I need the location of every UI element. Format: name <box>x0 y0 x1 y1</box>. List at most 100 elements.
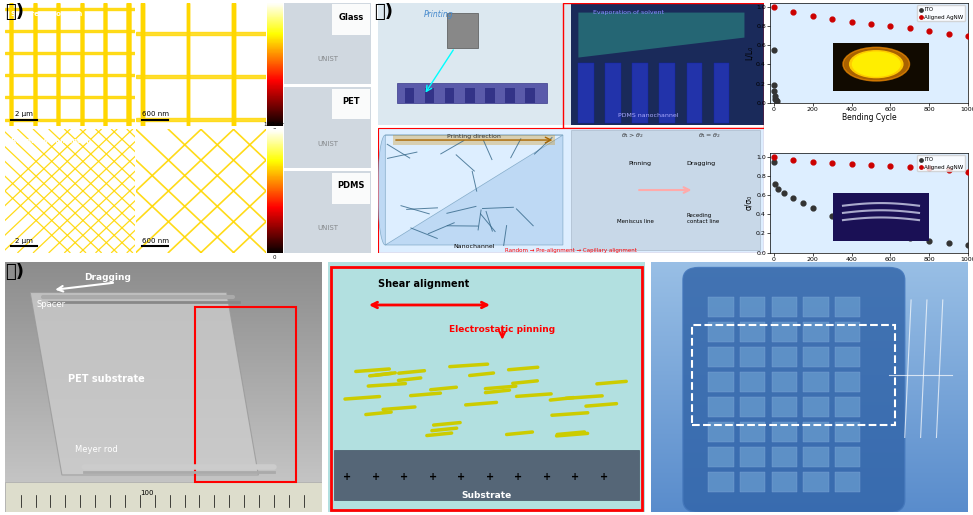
ITO <box>941 239 956 247</box>
Aligned AgNW <box>863 20 879 28</box>
Aligned AgNW <box>863 161 879 169</box>
Bar <box>5 483 322 512</box>
Bar <box>772 298 797 317</box>
Bar <box>571 130 760 250</box>
Bar <box>136 32 266 35</box>
Bar <box>804 448 829 468</box>
Text: $\theta_1 > \theta_2$: $\theta_1 > \theta_2$ <box>621 131 643 141</box>
Bar <box>693 325 895 425</box>
Aligned AgNW <box>960 167 973 176</box>
Text: Random → Pre-alignment → Capillary alignment: Random → Pre-alignment → Capillary align… <box>505 248 636 252</box>
Text: Dragging: Dragging <box>687 161 716 166</box>
Bar <box>405 88 414 102</box>
Aligned AgNW <box>766 3 781 11</box>
Bar <box>81 3 83 126</box>
Bar <box>104 3 106 126</box>
Polygon shape <box>578 12 744 58</box>
Text: Pinning: Pinning <box>629 161 652 166</box>
Text: 0: 0 <box>273 255 276 260</box>
Bar <box>81 3 83 126</box>
Legend: ITO, Aligned AgNW: ITO, Aligned AgNW <box>918 5 965 22</box>
Text: 600 nm: 600 nm <box>142 237 169 244</box>
Text: UNIST: UNIST <box>317 225 339 231</box>
Bar <box>571 3 764 125</box>
Text: +: + <box>372 472 379 483</box>
Bar <box>465 88 475 102</box>
Text: PDMS nanochannel: PDMS nanochannel <box>618 113 678 117</box>
Bar <box>81 3 83 126</box>
Bar <box>835 422 860 442</box>
Text: $\theta_1 = \theta_2$: $\theta_1 = \theta_2$ <box>698 131 721 141</box>
Bar <box>772 448 797 468</box>
Bar <box>104 3 106 126</box>
Text: Evaporation of solvent: Evaporation of solvent <box>594 10 665 15</box>
ITO <box>844 220 859 228</box>
Text: Dragging: Dragging <box>84 273 131 282</box>
Bar <box>740 348 766 368</box>
Bar <box>632 62 648 123</box>
Bar <box>708 348 734 368</box>
Text: PET: PET <box>342 97 360 106</box>
Aligned AgNW <box>805 12 820 20</box>
Text: +: + <box>400 472 409 483</box>
ITO <box>960 241 973 249</box>
Aligned AgNW <box>902 24 918 32</box>
Bar <box>505 88 515 102</box>
Bar <box>5 118 135 121</box>
Bar <box>740 422 766 442</box>
Text: Nanochannel: Nanochannel <box>453 244 495 249</box>
Bar <box>378 3 764 125</box>
Bar <box>804 298 829 317</box>
Aligned AgNW <box>902 163 918 171</box>
Bar <box>708 298 734 317</box>
X-axis label: Bending Cycle: Bending Cycle <box>842 263 896 272</box>
FancyBboxPatch shape <box>683 267 905 512</box>
Bar <box>605 62 621 123</box>
Text: +: + <box>571 472 579 483</box>
Bar <box>195 307 297 483</box>
Bar <box>233 3 234 126</box>
Bar <box>5 96 135 98</box>
ITO <box>767 180 782 188</box>
Bar <box>11 3 13 126</box>
Bar <box>5 30 135 32</box>
ITO <box>766 46 781 54</box>
Aligned AgNW <box>883 22 898 30</box>
Text: 2 µm: 2 µm <box>16 237 33 244</box>
Polygon shape <box>397 82 548 102</box>
Text: PET substrate: PET substrate <box>68 374 145 385</box>
Bar <box>378 128 764 252</box>
Polygon shape <box>378 135 563 245</box>
ITO <box>805 203 820 212</box>
Bar <box>740 448 766 468</box>
Text: Shear alignment: Shear alignment <box>378 280 469 289</box>
Bar <box>804 372 829 392</box>
Bar <box>5 74 135 76</box>
Aligned AgNW <box>824 159 840 167</box>
ITO <box>902 234 918 243</box>
X-axis label: Bending Cycle: Bending Cycle <box>842 113 896 122</box>
Text: +: + <box>428 472 437 483</box>
Bar <box>57 3 59 126</box>
Bar <box>772 372 797 392</box>
Bar <box>772 472 797 492</box>
Text: 600 nm: 600 nm <box>142 111 169 117</box>
Bar <box>332 173 371 204</box>
Bar <box>804 422 829 442</box>
Bar <box>187 3 190 126</box>
Bar <box>127 3 129 126</box>
ITO <box>863 226 879 234</box>
ITO <box>921 237 937 245</box>
Bar <box>378 3 571 125</box>
ITO <box>775 190 791 198</box>
Text: 150 nm: 150 nm <box>265 122 285 127</box>
Bar <box>835 372 860 392</box>
Bar <box>57 3 59 126</box>
Bar <box>233 3 234 126</box>
Bar <box>57 3 59 126</box>
Bar <box>740 322 766 342</box>
ITO <box>769 96 784 105</box>
Bar <box>804 472 829 492</box>
Bar <box>835 322 860 342</box>
Bar <box>835 298 860 317</box>
